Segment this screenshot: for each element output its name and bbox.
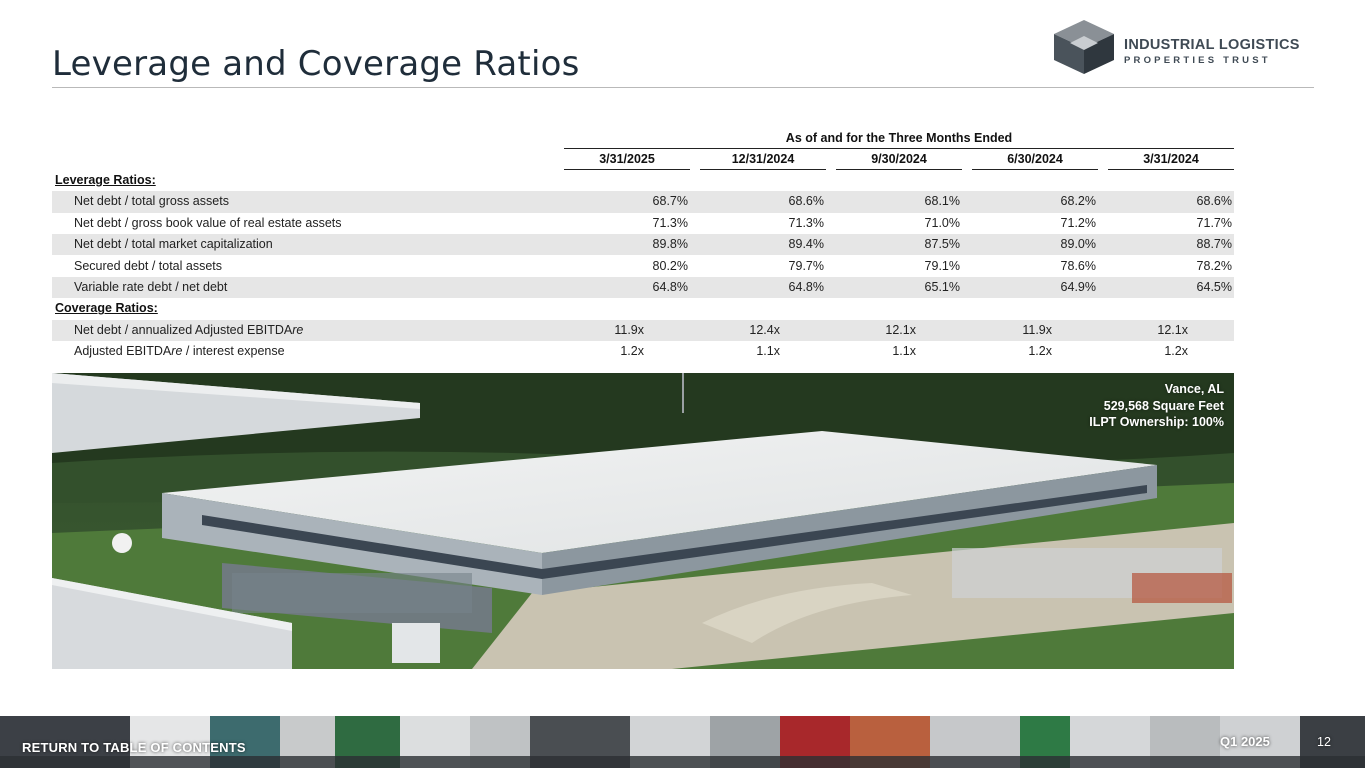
- column-header-rule: [972, 169, 1098, 170]
- warehouse-aerial-image: [52, 373, 1234, 669]
- table-row: Variable rate debt / net debt 64.8% 64.8% 6…: [52, 277, 1234, 299]
- row-label: Net debt / total market capitalization: [74, 237, 273, 252]
- company-logo: INDUSTRIAL LOGISTICS PROPERTIES TRUST: [1054, 20, 1324, 74]
- table-cell: 79.1%: [924, 258, 960, 273]
- table-cell: 64.8%: [788, 280, 824, 294]
- table-cell: 1.2x: [1164, 344, 1188, 359]
- column-header: 12/31/2024: [731, 152, 795, 166]
- column-header: 6/30/2024: [1007, 152, 1063, 166]
- table-cell: 71.3%: [652, 215, 688, 230]
- group-header-rule: [564, 148, 1234, 149]
- column-header-rule: [1108, 169, 1234, 170]
- table-cell: 71.0%: [924, 215, 960, 230]
- table-row: Net debt / annualized Adjusted EBITDAre 1…: [52, 319, 1234, 342]
- table-section-row: Leverage Ratios:: [52, 170, 1234, 191]
- column-header-rule: [564, 169, 690, 170]
- property-square-feet: 529,568 Square Feet: [1103, 398, 1224, 413]
- table-cell: 89.4%: [788, 237, 824, 252]
- row-label: Net debt / total gross assets: [74, 194, 229, 209]
- page-number: 12: [1317, 735, 1331, 749]
- title-divider: [52, 87, 1314, 88]
- cube-logo-icon: [1054, 20, 1114, 74]
- table-cell: 89.8%: [652, 237, 688, 252]
- row-label: Net debt / annualized Adjusted EBITDAre: [74, 322, 304, 337]
- column-header-rule: [700, 169, 826, 170]
- column-header-rule: [836, 169, 962, 170]
- table-cell: 64.5%: [1196, 280, 1232, 294]
- table-cell: 68.7%: [652, 194, 688, 209]
- section-label: Leverage Ratios:: [55, 173, 156, 187]
- table-cell: 79.7%: [788, 258, 824, 273]
- property-photo: Vance, AL 529,568 Square Feet ILPT Owner…: [52, 373, 1234, 669]
- table-cell: 1.1x: [892, 344, 916, 359]
- table-cell: 11.9x: [1022, 322, 1052, 337]
- column-header: 3/31/2024: [1143, 152, 1199, 166]
- table-cell: 65.1%: [924, 280, 960, 294]
- table-row: Adjusted EBITDAre / interest expense 1.2x…: [52, 341, 1234, 362]
- property-caption: Vance, AL 529,568 Square Feet ILPT Owner…: [1089, 381, 1224, 431]
- table-cell: 1.2x: [1028, 344, 1052, 359]
- table-cell: 80.2%: [652, 258, 688, 273]
- return-to-toc-link[interactable]: RETURN TO TABLE OF CONTENTS: [22, 740, 246, 755]
- report-quarter: Q1 2025: [1220, 734, 1270, 749]
- table-row: Net debt / gross book value of real esta…: [52, 213, 1234, 234]
- table-section-row: Coverage Ratios:: [52, 298, 1234, 319]
- page-title: Leverage and Coverage Ratios: [52, 44, 580, 84]
- table-cell: 12.1x: [1157, 322, 1188, 337]
- table-cell: 87.5%: [924, 237, 960, 252]
- table-cell: 88.7%: [1196, 237, 1232, 252]
- table-cell: 68.6%: [1196, 194, 1232, 209]
- table-row: Net debt / total market capitalization 89…: [52, 234, 1234, 256]
- table-cell: 78.2%: [1196, 258, 1232, 273]
- table-cell: 64.9%: [1060, 280, 1096, 294]
- property-ownership: ILPT Ownership: 100%: [1089, 415, 1224, 429]
- table-cell: 68.1%: [924, 194, 960, 209]
- table-cell: 71.2%: [1060, 215, 1096, 230]
- logo-name-line2: PROPERTIES TRUST: [1124, 55, 1271, 66]
- table-cell: 89.0%: [1060, 237, 1096, 252]
- trucks-banner-image: [0, 716, 1365, 768]
- table-cell: 68.6%: [788, 194, 824, 209]
- section-label: Coverage Ratios:: [55, 301, 158, 316]
- column-header: 3/31/2025: [599, 152, 655, 166]
- column-header: 9/30/2024: [871, 152, 927, 166]
- row-label: Variable rate debt / net debt: [74, 280, 228, 294]
- table-group-header: As of and for the Three Months Ended: [785, 131, 1013, 145]
- table-cell: 68.2%: [1060, 194, 1096, 209]
- table-cell: 71.7%: [1196, 215, 1232, 230]
- row-label: Secured debt / total assets: [74, 258, 223, 273]
- row-label: Net debt / gross book value of real esta…: [74, 215, 342, 230]
- table-cell: 64.8%: [652, 280, 688, 294]
- table-cell: 78.6%: [1060, 258, 1096, 273]
- row-label: Adjusted EBITDAre / interest expense: [74, 344, 285, 359]
- table-cell: 1.2x: [620, 344, 644, 359]
- table-row: Net debt / total gross assets 68.7% 68.6% 6…: [52, 191, 1234, 213]
- footer-banner: RETURN TO TABLE OF CONTENTS Q1 2025 12: [0, 716, 1365, 768]
- logo-name-line1: INDUSTRIAL LOGISTICS: [1124, 37, 1300, 53]
- table-row: Secured debt / total assets 80.2% 79.7% 79.…: [52, 256, 1234, 277]
- table-cell: 12.1x: [885, 322, 916, 337]
- table-cell: 12.4x: [749, 322, 780, 337]
- table-cell: 11.9x: [614, 322, 644, 337]
- property-location: Vance, AL: [1164, 382, 1224, 396]
- table-cell: 1.1x: [756, 344, 780, 359]
- table-cell: 71.3%: [788, 215, 824, 230]
